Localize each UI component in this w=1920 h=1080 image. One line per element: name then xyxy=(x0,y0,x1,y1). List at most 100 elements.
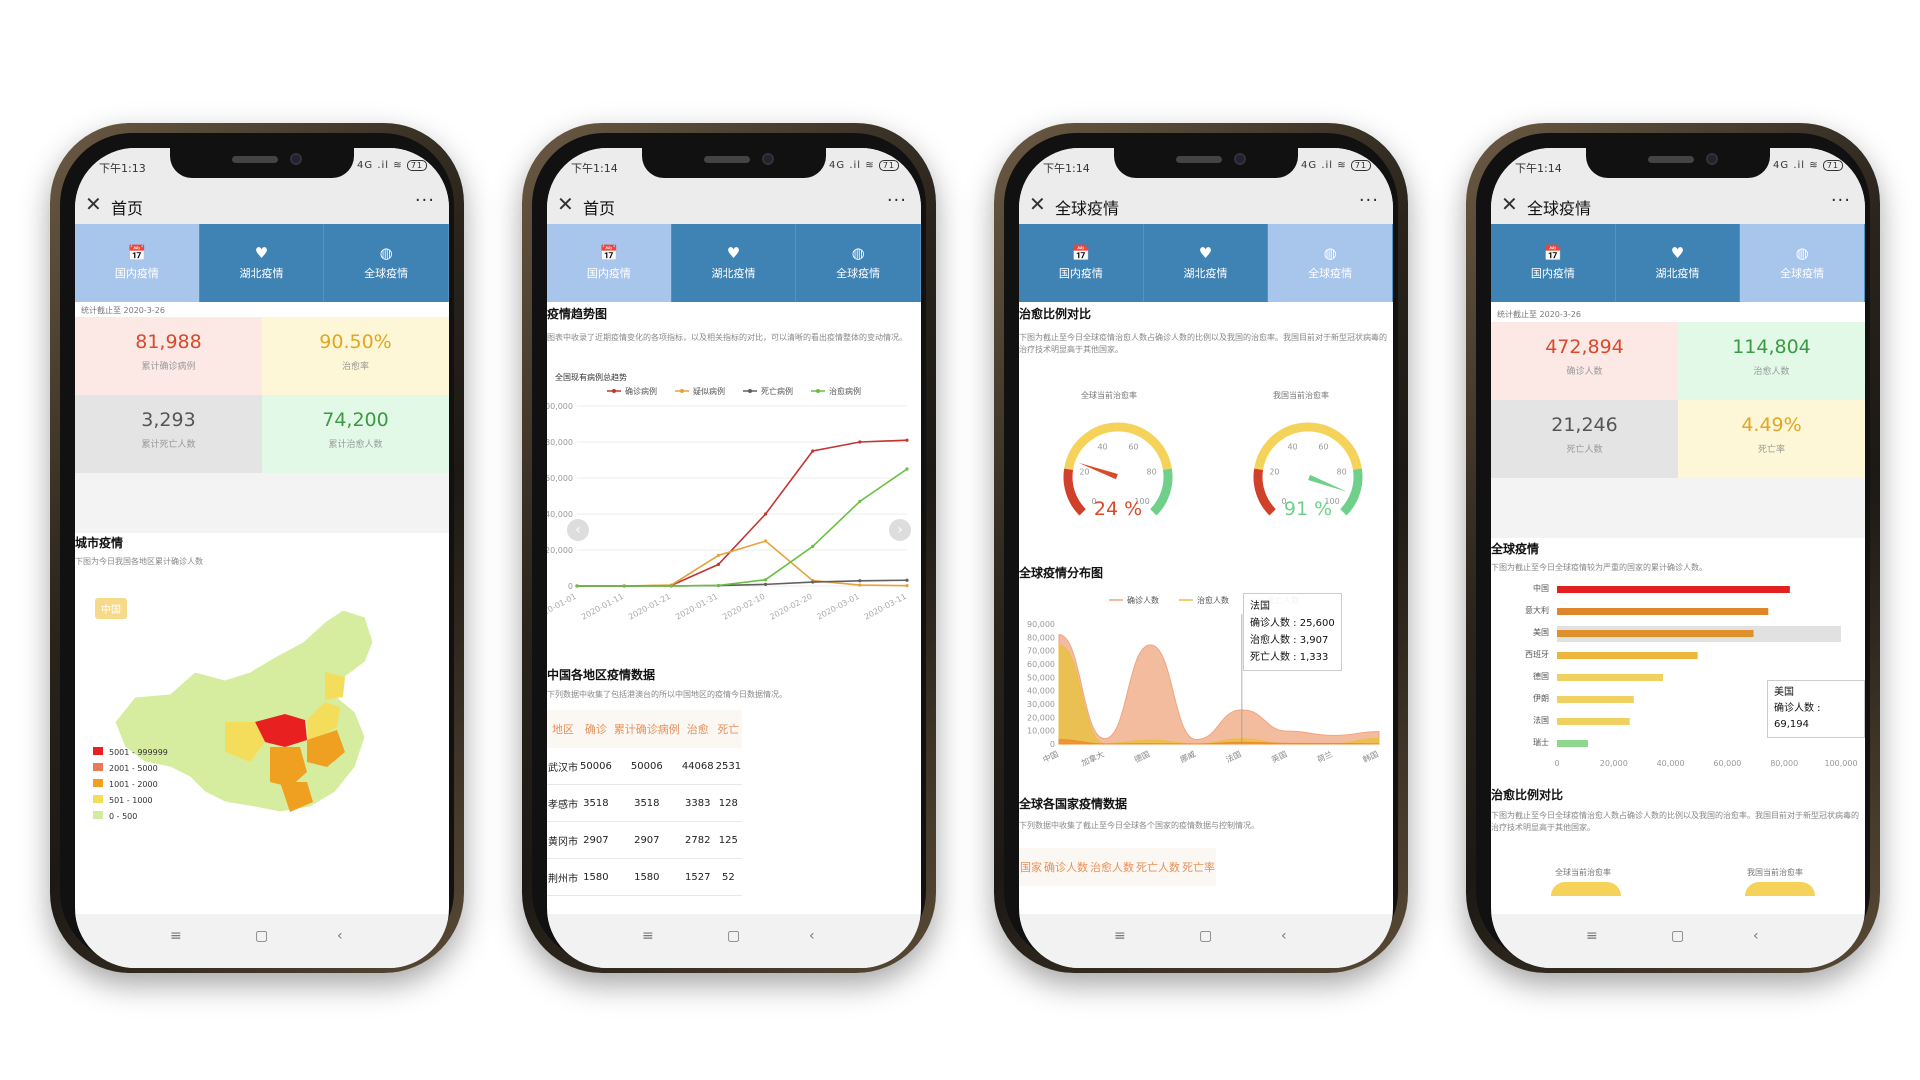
x-tick-label: 0 xyxy=(1554,759,1559,768)
gauge-title: 全球当前治愈率 xyxy=(1081,391,1137,400)
phone-1: 下午1:13 4G .il ≋ 71 ✕ 首页 ··· 📅 国内疫情 ♥ 湖北疫情 … xyxy=(50,123,464,973)
stat-card: 114,804 治愈人数 xyxy=(1678,322,1865,400)
back-icon[interactable]: ‹ xyxy=(337,928,343,944)
gauge-band xyxy=(1253,468,1276,516)
x-tick-label: 20,000 xyxy=(1600,759,1628,768)
back-icon[interactable]: ‹ xyxy=(1281,928,1287,944)
column-header[interactable]: 死亡率 xyxy=(1181,848,1216,886)
bar xyxy=(1557,630,1754,637)
x-tick-label: 韩国 xyxy=(1361,749,1380,765)
home-icon[interactable]: ▢ xyxy=(1199,928,1213,944)
data-point xyxy=(622,584,626,588)
tab-domestic[interactable]: 📅 国内疫情 xyxy=(547,224,672,302)
tab-global[interactable]: ◍ 全球疫情 xyxy=(324,224,449,302)
clock: 下午1:14 xyxy=(1515,162,1562,175)
y-tick-label: 伊朗 xyxy=(1533,693,1549,703)
calendar-icon: 📅 xyxy=(1071,244,1091,262)
tab-hubei[interactable]: ♥ 湖北疫情 xyxy=(671,224,797,302)
menu-icon[interactable]: ≡ xyxy=(1114,928,1126,944)
home-icon[interactable]: ▢ xyxy=(727,928,741,944)
table-row[interactable]: 荆州市 1580 1580 1527 52 xyxy=(547,858,743,896)
section-title: 治愈比例对比 xyxy=(1491,788,1564,802)
globe-icon: ◍ xyxy=(379,244,393,262)
legend-label: 治愈人数 xyxy=(1197,595,1229,605)
home-icon[interactable]: ▢ xyxy=(1671,928,1685,944)
tooltip-line: 确诊人数 : 69,194 xyxy=(1774,703,1821,730)
table-cell: 3518 xyxy=(612,784,681,822)
back-icon[interactable]: ‹ xyxy=(1753,928,1759,944)
spacer xyxy=(75,473,449,533)
home-icon[interactable]: ▢ xyxy=(255,928,269,944)
bar xyxy=(1557,674,1663,681)
data-point xyxy=(716,553,721,557)
legend-item[interactable]: 2001 - 5000 xyxy=(93,761,168,777)
column-header[interactable]: 死亡人数 xyxy=(1135,848,1181,886)
tab-global[interactable]: ◍ 全球疫情 xyxy=(796,224,921,302)
close-icon[interactable]: ✕ xyxy=(1501,192,1518,216)
gauge-tick-label: 80 xyxy=(1146,468,1156,477)
tab-domestic[interactable]: 📅 国内疫情 xyxy=(75,224,200,302)
tab-domestic[interactable]: 📅 国内疫情 xyxy=(1019,224,1144,302)
x-tick-label: 德国 xyxy=(1133,749,1152,765)
table-row[interactable]: 孝感市 3518 3518 3383 128 xyxy=(547,784,743,822)
series-area xyxy=(1058,634,1380,745)
column-header[interactable]: 死亡 xyxy=(714,710,743,748)
table-row[interactable]: 黄冈市 2907 2907 2782 125 xyxy=(547,821,743,859)
legend-label: 1001 - 2000 xyxy=(109,780,158,789)
section-desc: 下列数据中收集了包括港澳台的所以中国地区的疫情今日数据情况。 xyxy=(547,690,787,699)
close-icon[interactable]: ✕ xyxy=(85,192,102,216)
y-tick-label: 60,000 xyxy=(547,474,573,483)
tab-domestic[interactable]: 📅 国内疫情 xyxy=(1491,224,1616,302)
global-distribution-chart: 确诊人数治愈人数死亡人数010,00020,00030,00040,00050,… xyxy=(1027,595,1380,768)
data-point xyxy=(763,582,768,586)
gauge-tick-label: 0 xyxy=(1091,497,1096,506)
menu-icon[interactable]: ≡ xyxy=(170,928,182,944)
legend-item[interactable]: 5001 - 999999 xyxy=(93,745,168,761)
more-icon[interactable]: ··· xyxy=(1358,190,1379,211)
chart-tooltip: 法国 确诊人数 : 25,600 治愈人数 : 3,907 死亡人数 : 1,3… xyxy=(1243,593,1342,671)
x-tick-label: 100,000 xyxy=(1824,759,1857,768)
tab-hubei[interactable]: ♥ 湖北疫情 xyxy=(1615,224,1741,302)
title-bar: ✕ 首页 ··· xyxy=(75,186,449,224)
column-header[interactable]: 地区 xyxy=(547,710,579,748)
close-icon[interactable]: ✕ xyxy=(557,192,574,216)
column-header[interactable]: 累计确诊病例 xyxy=(612,710,681,748)
clock: 下午1:14 xyxy=(1043,162,1090,175)
back-icon[interactable]: ‹ xyxy=(809,928,815,944)
data-point xyxy=(811,544,815,548)
table-cell: 125 xyxy=(714,821,743,859)
more-icon[interactable]: ··· xyxy=(886,190,907,211)
legend-label: 治愈病例 xyxy=(829,386,861,396)
section-desc: 下图为截止至今日全球疫情治愈人数占确诊人数的比例以及我国的治愈率。我国目前对于新… xyxy=(1491,811,1859,832)
tab-global[interactable]: ◍ 全球疫情 xyxy=(1268,224,1393,302)
tab-global[interactable]: ◍ 全球疫情 xyxy=(1740,224,1865,302)
more-icon[interactable]: ··· xyxy=(1830,190,1851,211)
more-icon[interactable]: ··· xyxy=(414,190,435,211)
column-header[interactable]: 治愈人数 xyxy=(1089,848,1135,886)
chart-prev-icon[interactable]: ‹ xyxy=(567,519,589,541)
table-cell: 1527 xyxy=(680,858,715,896)
tab-hubei[interactable]: ♥ 湖北疫情 xyxy=(199,224,325,302)
section-title: 疫情趋势图 xyxy=(547,307,608,321)
map-region-hubei xyxy=(255,714,307,747)
table-cell: 武汉市 xyxy=(547,748,579,785)
gauge-title: 我国当前治愈率 xyxy=(1273,391,1329,400)
legend-item[interactable]: 1001 - 2000 xyxy=(93,777,168,793)
column-header[interactable]: 治愈 xyxy=(680,710,715,748)
table-cell: 50006 xyxy=(579,748,613,785)
menu-icon[interactable]: ≡ xyxy=(642,928,654,944)
close-icon[interactable]: ✕ xyxy=(1029,192,1046,216)
map-badge[interactable]: 中国 xyxy=(95,598,127,619)
chart-next-icon[interactable]: › xyxy=(889,519,911,541)
column-header[interactable]: 确诊 xyxy=(579,710,613,748)
legend-swatch xyxy=(93,795,103,803)
tab-hubei[interactable]: ♥ 湖北疫情 xyxy=(1143,224,1269,302)
menu-icon[interactable]: ≡ xyxy=(1586,928,1598,944)
column-header[interactable]: 国家 xyxy=(1019,848,1043,886)
data-point xyxy=(763,539,768,543)
table-row[interactable]: 武汉市 50006 50006 44068 2531 xyxy=(547,748,743,785)
legend-item[interactable]: 501 - 1000 xyxy=(93,793,168,809)
legend-item[interactable]: 0 - 500 xyxy=(93,809,168,825)
column-header[interactable]: 确诊人数 xyxy=(1043,848,1089,886)
stat-label: 治愈率 xyxy=(341,362,369,372)
